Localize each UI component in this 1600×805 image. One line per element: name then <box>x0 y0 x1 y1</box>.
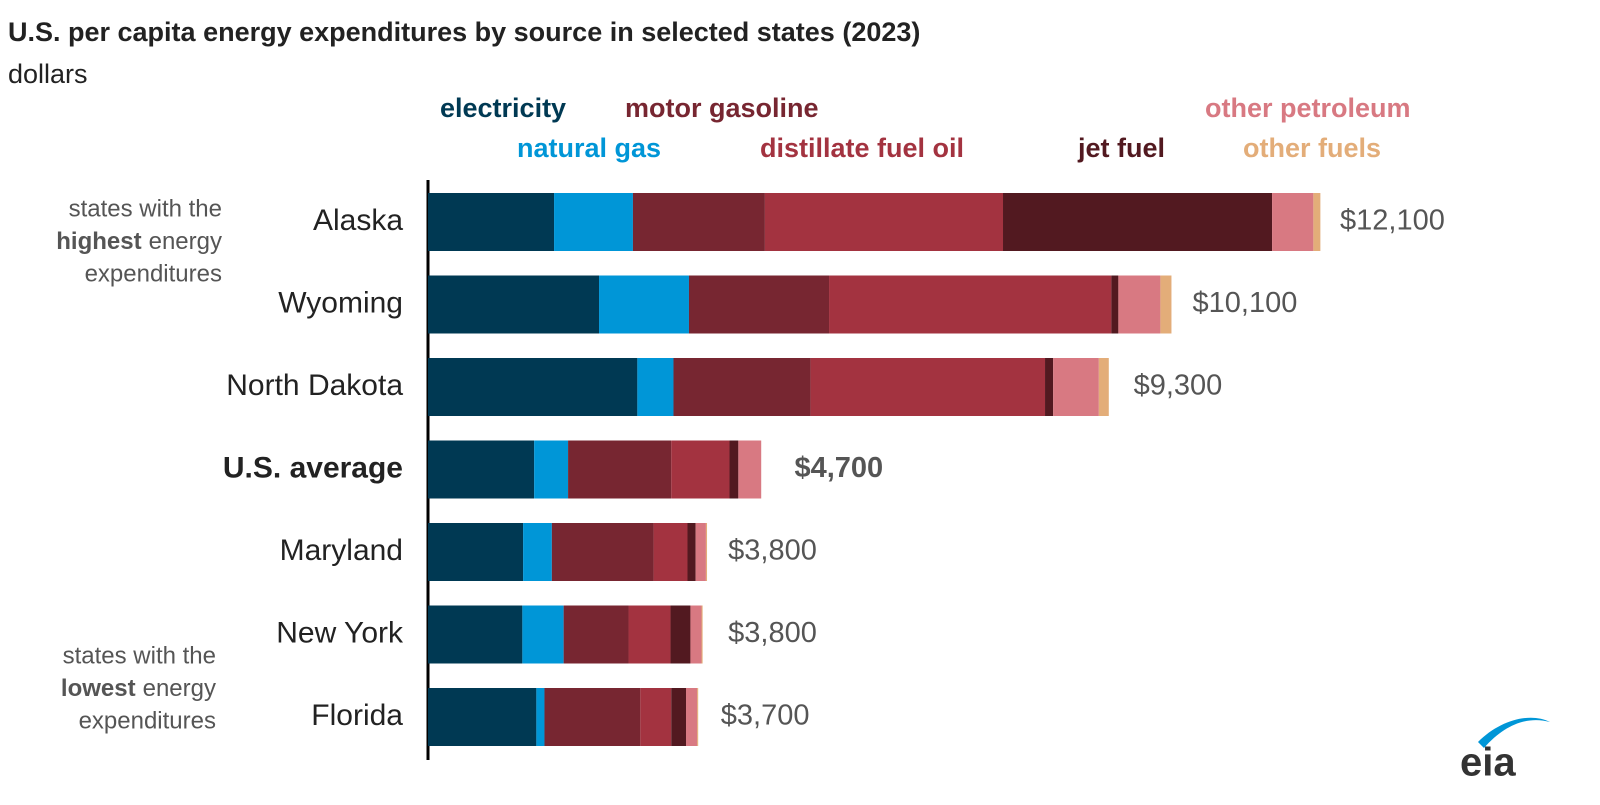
chart-subtitle: dollars <box>8 59 88 89</box>
annotation-bold: lowest <box>61 675 136 702</box>
annotation: energy <box>143 675 216 702</box>
bar-segment <box>599 275 689 334</box>
y-tick-label: North Dakota <box>226 369 403 402</box>
annotation: highest energy <box>56 228 222 255</box>
bar-segment <box>705 523 708 581</box>
annotation: expenditures <box>79 707 216 734</box>
bar-segment <box>1045 358 1054 416</box>
bar-segment <box>568 440 672 499</box>
bar-segment <box>729 440 739 499</box>
total-label: $3,800 <box>728 535 817 567</box>
legend-label: electricity <box>440 93 566 123</box>
total-label: $10,100 <box>1193 287 1298 319</box>
total-label: $4,700 <box>794 452 883 484</box>
bar-segment <box>428 193 555 251</box>
y-tick-label: Florida <box>311 699 403 732</box>
bar-segment <box>632 193 765 251</box>
legend-label: other petroleum <box>1205 93 1411 123</box>
y-tick-label: New York <box>276 616 404 649</box>
legend-label: other fuels <box>1243 133 1381 163</box>
total-label: $9,300 <box>1134 370 1223 402</box>
bar-segment <box>653 523 688 581</box>
bar-segment <box>428 523 524 581</box>
bar-segment <box>428 688 537 746</box>
bar-segment <box>628 605 671 664</box>
bar-segment <box>554 193 633 251</box>
total-label: $12,100 <box>1340 205 1445 237</box>
bar-segment <box>670 605 691 664</box>
bar-segment <box>551 523 654 581</box>
bar-segment <box>738 440 762 499</box>
bar-segment <box>810 358 1046 416</box>
annotation: states with the <box>69 195 222 222</box>
total-label: $3,800 <box>728 617 817 649</box>
bar-segment <box>1098 358 1109 416</box>
bar-segment <box>764 193 1004 251</box>
total-label: $3,700 <box>721 700 810 732</box>
chart-title: U.S. per capita energy expenditures by s… <box>8 17 920 47</box>
bar-segment <box>1053 358 1099 416</box>
bar-segment <box>428 605 523 664</box>
bar-segment <box>697 688 699 746</box>
bar-segment <box>544 688 641 746</box>
annotation: energy <box>149 228 222 255</box>
bar-segment <box>536 688 545 746</box>
legend-label: natural gas <box>517 133 661 163</box>
bar-segment <box>563 605 629 664</box>
bar-segment <box>428 275 600 334</box>
legend-label: distillate fuel oil <box>760 133 964 163</box>
bar-segment <box>1313 193 1321 251</box>
bar-segment <box>687 523 696 581</box>
bar-segment <box>1160 275 1172 334</box>
annotation: states with the <box>63 642 216 669</box>
bar-segment <box>1272 193 1314 251</box>
bar-segment <box>534 440 569 499</box>
bar-segment <box>428 358 638 416</box>
bar-segment <box>1003 193 1273 251</box>
bar-segment <box>671 440 730 499</box>
bar-segment <box>428 440 535 499</box>
bar-segment <box>637 358 674 416</box>
annotation: expenditures <box>85 260 222 287</box>
bar-segment <box>690 605 702 664</box>
bar-segment <box>686 688 698 746</box>
bar-segment <box>523 523 552 581</box>
bar-segment <box>522 605 564 664</box>
legend-label: jet fuel <box>1077 133 1165 163</box>
logo-swoosh <box>1478 717 1550 748</box>
logo: eia <box>1460 741 1516 785</box>
bar-segment <box>1111 275 1119 334</box>
bar-segment <box>688 275 830 334</box>
y-tick-label: Maryland <box>280 534 403 567</box>
bar-segment <box>829 275 1112 334</box>
y-tick-label: U.S. average <box>223 451 403 484</box>
bar-segment <box>673 358 811 416</box>
bar-segment <box>640 688 672 746</box>
annotation: lowest energy <box>61 675 216 702</box>
annotation-bold: highest <box>56 228 141 255</box>
y-tick-label: Alaska <box>313 204 403 237</box>
bar-segment <box>671 688 687 746</box>
bar-segment <box>1118 275 1161 334</box>
legend-label: motor gasoline <box>625 93 819 123</box>
bar-segment <box>701 605 703 664</box>
y-tick-label: Wyoming <box>278 286 403 319</box>
bar-segment <box>695 523 706 581</box>
